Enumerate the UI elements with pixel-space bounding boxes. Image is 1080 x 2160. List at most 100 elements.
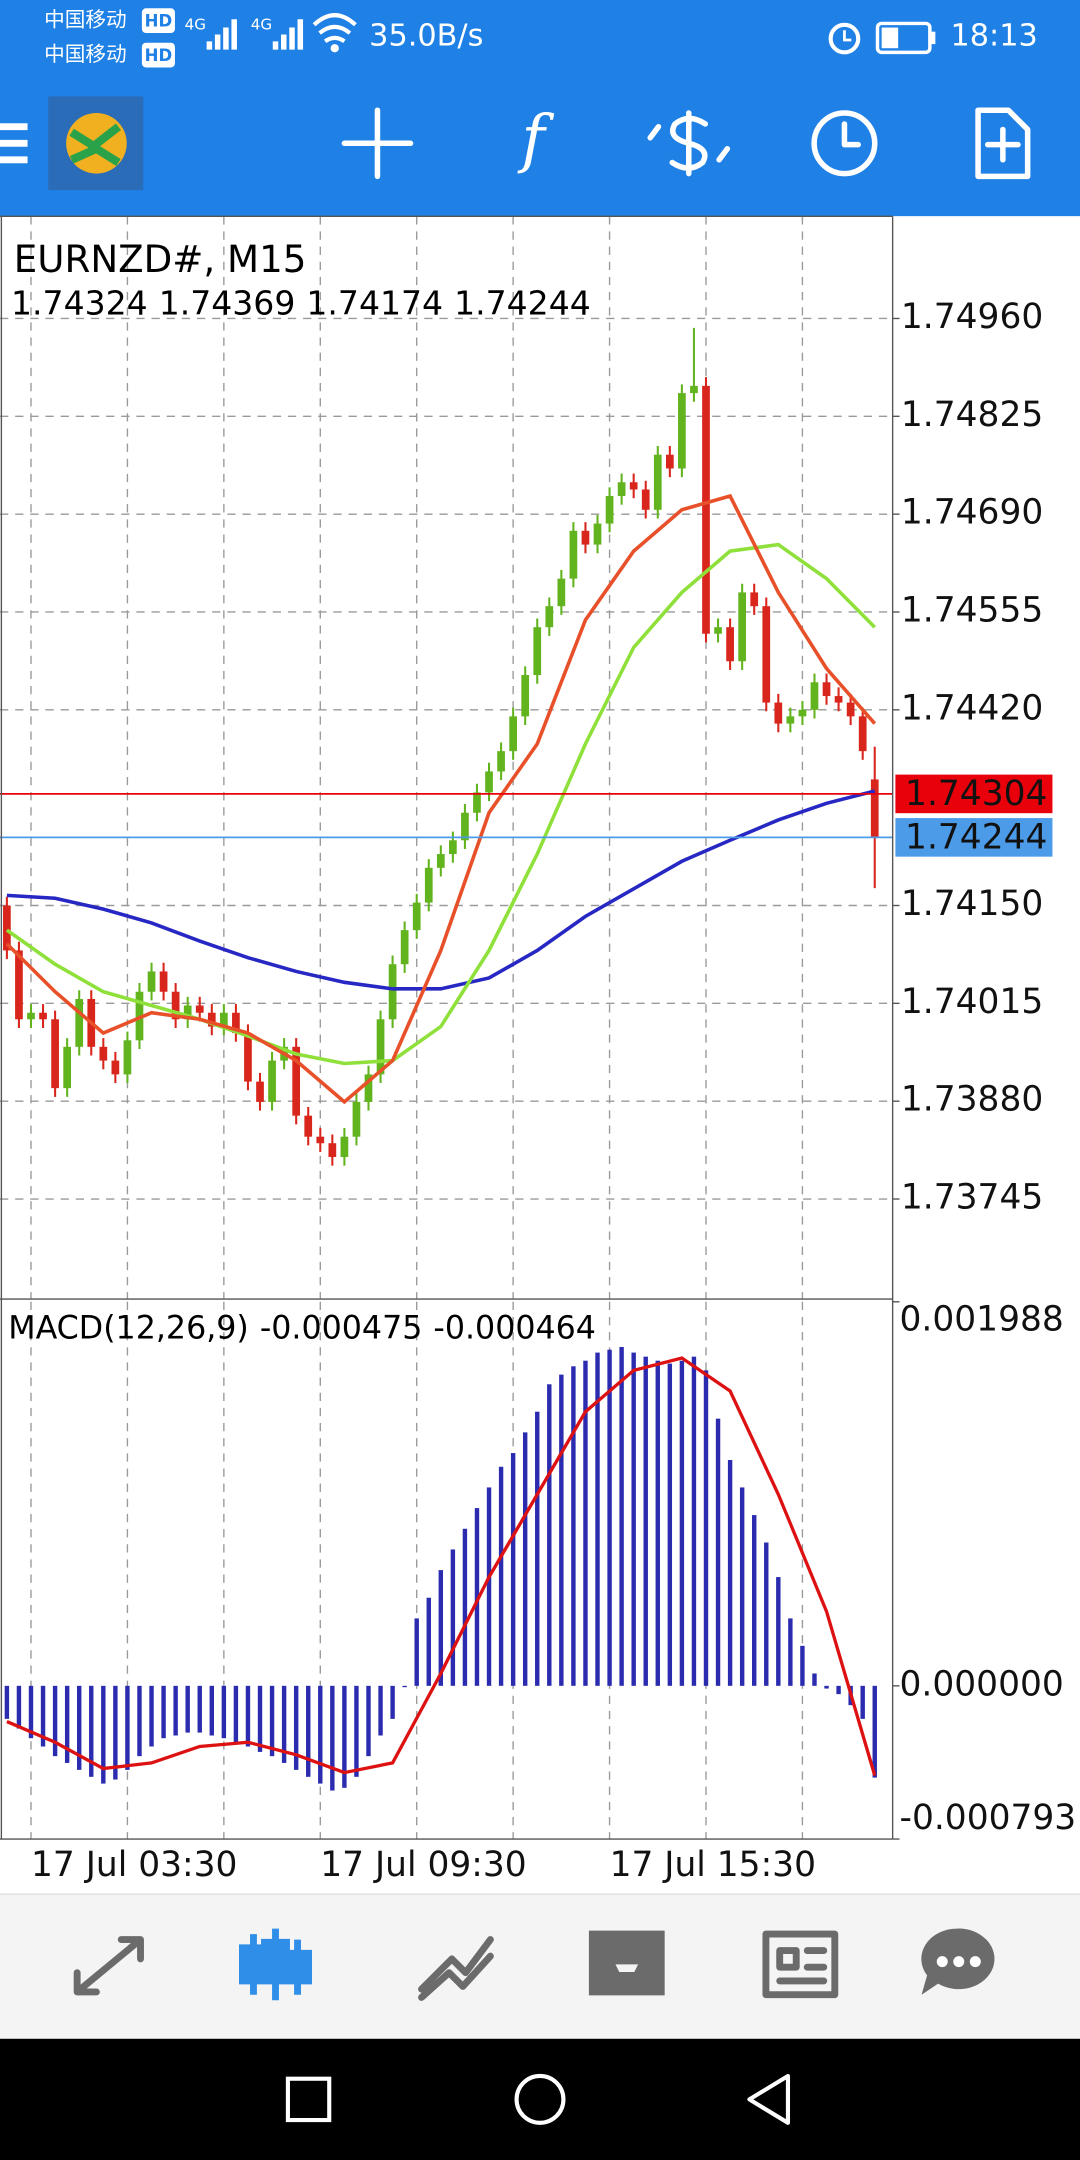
candle-body: [738, 592, 747, 662]
hd-label: HD: [145, 12, 173, 31]
macd-bar: [872, 1685, 877, 1778]
candle-body: [521, 675, 530, 717]
macd-bar: [535, 1411, 540, 1686]
candle-body: [15, 950, 23, 1020]
chart-tab[interactable]: [239, 1928, 313, 2001]
carrier: 中国移动: [44, 42, 127, 66]
candle-body: [376, 1019, 385, 1075]
macd-bar: [571, 1366, 576, 1686]
trade-button[interactable]: [647, 110, 731, 177]
home-button[interactable]: [514, 2073, 566, 2125]
candle-body: [629, 482, 638, 490]
chart-title: EURNZD#, M15: [14, 237, 307, 281]
macd-bar: [281, 1685, 287, 1763]
macd-bar: [77, 1685, 82, 1770]
macd-bar: [318, 1685, 323, 1784]
candle-body: [195, 1005, 204, 1013]
macd-bar: [498, 1466, 504, 1686]
candle-body: [834, 696, 843, 703]
alarm-hands: [843, 30, 852, 42]
macd-bar: [715, 1418, 721, 1686]
macd-bar: [764, 1542, 769, 1686]
candle-body: [424, 867, 433, 903]
candle-body: [352, 1101, 361, 1137]
hd-badge: [141, 8, 175, 34]
macd-bar: [462, 1528, 468, 1686]
news-tab[interactable]: [762, 1930, 839, 1999]
quotes-tab[interactable]: [73, 1936, 144, 1996]
macd-bar: [522, 1432, 528, 1686]
candle-body: [593, 523, 602, 545]
menu-button[interactable]: [0, 123, 28, 164]
macd-bar: [40, 1685, 46, 1747]
macd-bar: [330, 1685, 335, 1791]
y-tick-label: 1.73880: [901, 1080, 1043, 1120]
candle-body: [364, 1074, 373, 1102]
macd-bar: [547, 1384, 552, 1686]
macd-bar: [691, 1356, 697, 1686]
candle-body: [533, 627, 542, 676]
macd-readout: MACD(12,26,9) -0.000475 -0.000464: [8, 1310, 596, 1346]
new-order-button[interactable]: [975, 107, 1031, 180]
candle-body: [702, 385, 710, 634]
chart-area: [0, 216, 1080, 1895]
macd-bar: [209, 1685, 215, 1736]
moving-average: [6, 789, 876, 991]
macd-bar: [52, 1685, 58, 1757]
history-tab[interactable]: [588, 1930, 665, 1996]
candle-body: [111, 1060, 120, 1075]
macd-bar: [860, 1685, 865, 1719]
macd-bar: [125, 1685, 130, 1770]
toolbar: f: [0, 96, 1031, 191]
macd-title: MACD(12,26,9): [8, 1310, 249, 1346]
bottom-nav: [0, 1894, 1080, 2039]
candle-body: [75, 998, 84, 1047]
candle-body: [232, 1012, 240, 1034]
signal-line: [6, 1356, 877, 1776]
candle-body: [256, 1081, 264, 1102]
back-button[interactable]: [747, 2073, 791, 2125]
candle-body: [798, 709, 807, 717]
candle-body: [750, 592, 759, 607]
candle-body: [388, 964, 397, 1020]
macd-bar: [185, 1685, 190, 1733]
candle-body: [219, 1012, 228, 1027]
plot: 1.74960 1.74825 1.74690 1.74555 1.74420 1.741…: [0, 216, 1076, 1885]
candle-body: [27, 1012, 35, 1020]
history-button[interactable]: [811, 110, 878, 177]
x-tick-label: 17 Jul 09:30: [320, 1845, 526, 1885]
alarm-icon: [828, 22, 861, 55]
candle-body: [147, 971, 156, 992]
candle-body: [653, 454, 662, 510]
candle-body: [641, 489, 650, 510]
macd-bar: [293, 1685, 299, 1770]
macd-bar: [438, 1570, 444, 1686]
macd-bar: [824, 1685, 829, 1689]
app-logo-mark: [69, 123, 122, 167]
app-bar: [0, 0, 1080, 217]
network-type: 4G: [251, 15, 272, 33]
battery-tip: [931, 31, 936, 45]
wifi-icon: [312, 13, 357, 44]
macd-bar: [752, 1515, 757, 1686]
trade-tab[interactable]: [418, 1936, 494, 2001]
moving-average: [5, 542, 877, 1066]
macd-bar: [221, 1685, 227, 1739]
macd-bar: [173, 1685, 178, 1736]
macd-bar: [776, 1577, 781, 1686]
y-tick-label: 1.74015: [901, 982, 1043, 1022]
macd-bar: [727, 1460, 733, 1686]
candle-body: [509, 716, 517, 752]
signal-icon: [206, 19, 237, 50]
crosshair-button[interactable]: [341, 107, 414, 180]
macd-bar: [101, 1685, 106, 1784]
bottom-nav-icons: [73, 1928, 995, 2001]
candle-body: [328, 1143, 337, 1157]
ohlc-readout: 1.74324 1.74369 1.74174 1.74244: [11, 283, 591, 322]
macd-bar: [4, 1685, 10, 1719]
macd-bar: [28, 1685, 34, 1739]
candle-body: [569, 530, 578, 579]
recents-button[interactable]: [285, 2076, 332, 2123]
macd-bar: [788, 1618, 793, 1686]
